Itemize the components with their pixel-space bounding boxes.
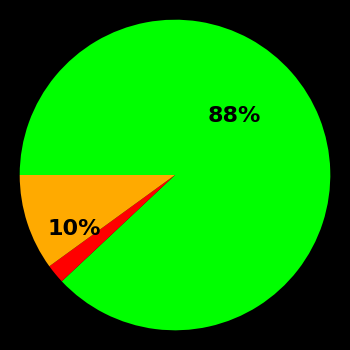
Wedge shape [49, 175, 175, 281]
Text: 88%: 88% [207, 106, 261, 126]
Wedge shape [20, 175, 175, 266]
Wedge shape [20, 20, 330, 330]
Text: 10%: 10% [47, 219, 101, 239]
